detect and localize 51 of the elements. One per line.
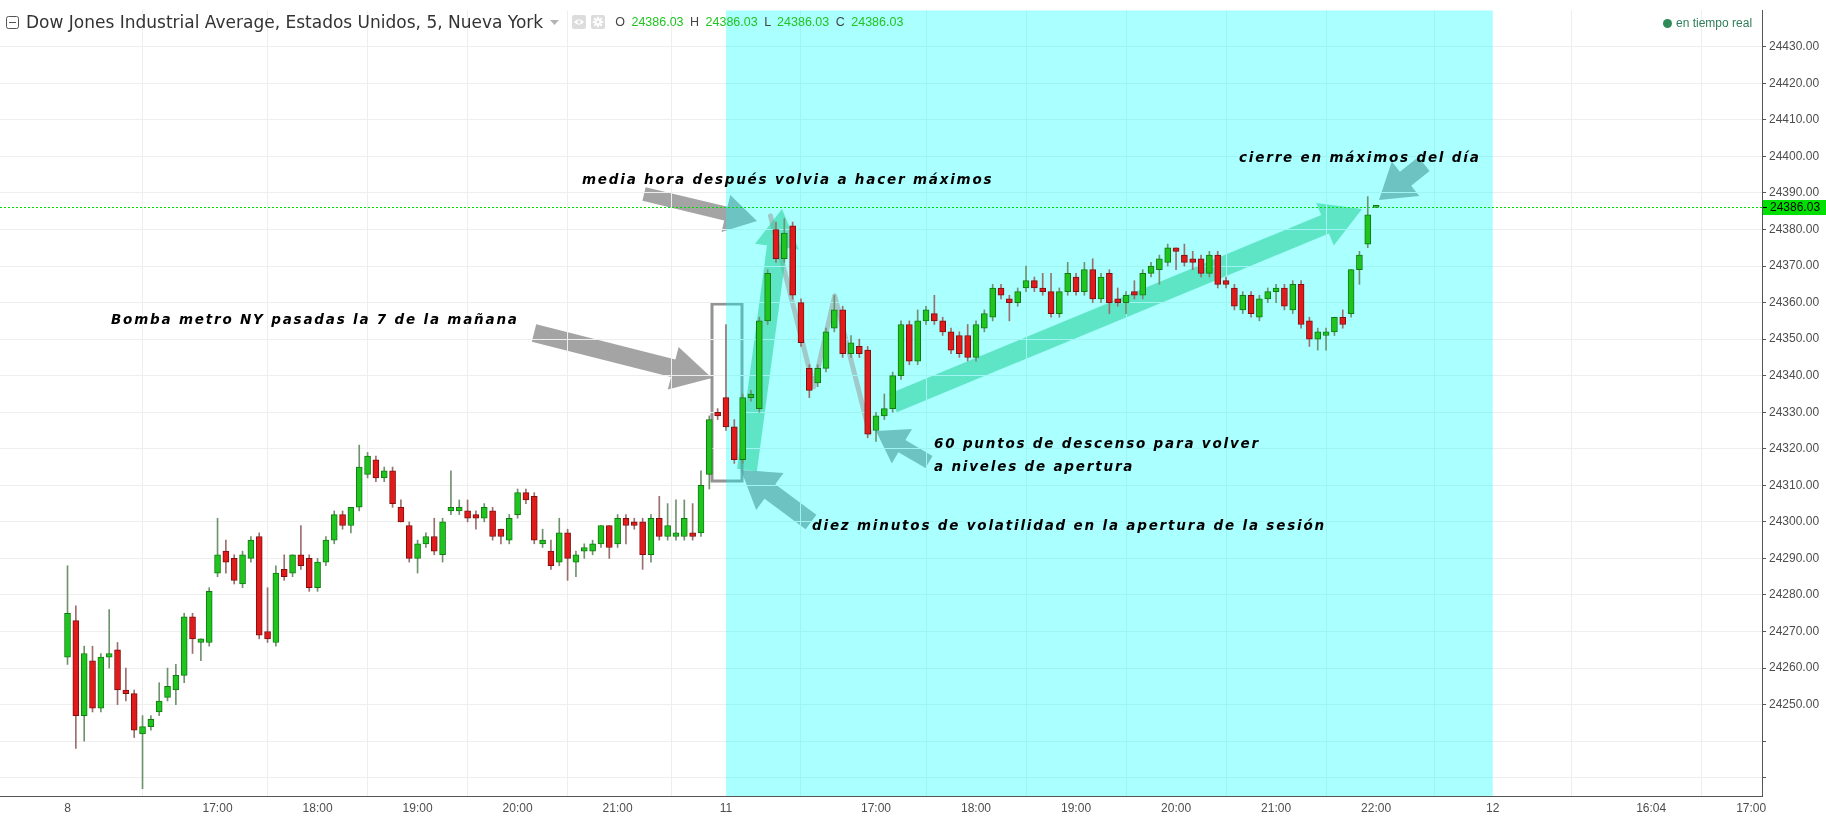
chart-subtitle: O 24386.03 H 24386.03 L 24386.03 C 24386.03	[615, 15, 904, 29]
x-tick-label: 17:00	[860, 800, 892, 815]
x-tick-label: 17:00	[1736, 800, 1767, 815]
y-tick-label: 24410.00	[1769, 112, 1820, 127]
x-tick-label: 20:00	[502, 800, 533, 815]
candlestick	[1114, 287, 1122, 307]
annotation: 60 puntos de descenso para volver a niveles de apertura	[934, 434, 1260, 476]
annotation: Bomba metro NY pasadas la 7 de la mañana	[111, 311, 519, 328]
y-tick-label: 24360.00	[1769, 294, 1820, 309]
candlestick	[105, 609, 113, 669]
annotation: cierre en máximos del día	[1239, 149, 1481, 166]
x-tick-label: 21:00	[602, 800, 633, 815]
y-tick-label: 24350.00	[1769, 331, 1820, 346]
x-tick-label: 16:04	[1636, 800, 1667, 815]
annotation: media hora después volvia a hacer máximos	[582, 171, 994, 188]
y-tick-label: 24330.00	[1769, 404, 1820, 419]
y-tick-label: 24250.00	[1769, 696, 1820, 711]
y-tick-label: 24380.00	[1769, 221, 1820, 236]
y-tick-label: 24370.00	[1769, 258, 1820, 273]
y-tick-label: 24420.00	[1769, 75, 1820, 90]
chart-title: Dow Jones Industrial Average, Estados Unidos, 5, Nueva York	[26, 12, 544, 32]
y-tick-label: 24400.00	[1769, 148, 1820, 163]
y-tick-label: 24280.00	[1769, 587, 1820, 602]
x-tick-label: 19:00	[1061, 800, 1092, 815]
y-tick-label: 24270.00	[1769, 623, 1820, 638]
x-tick-label: 11	[719, 800, 733, 815]
candlestick	[1189, 251, 1197, 271]
candlestick	[1039, 273, 1047, 296]
x-tick-label: 21:00	[1261, 800, 1292, 815]
annotation: en tiempo real	[1676, 16, 1753, 30]
x-tick-label: 20:00	[1161, 800, 1192, 815]
y-tick-label: 24300.00	[1769, 514, 1820, 529]
annotation: diez minutos de volatilidad en la apertura de la sesión	[812, 517, 1326, 534]
candlestick	[472, 510, 480, 530]
x-tick-label: 19:00	[402, 800, 433, 815]
y-tick-label: 24290.00	[1769, 550, 1820, 565]
y-tick-label: 24260.00	[1769, 660, 1820, 675]
x-tick-label: 18:00	[961, 800, 992, 815]
y-tick-label: 24310.00	[1769, 477, 1820, 492]
y-tick-label: 24340.00	[1769, 368, 1820, 382]
candlestick	[580, 543, 588, 559]
x-tick-label: 12	[1486, 800, 1500, 815]
y-tick-label: 24320.00	[1769, 441, 1820, 456]
y-tick-label: 24430.00	[1769, 39, 1820, 54]
x-tick-label: 18:00	[302, 800, 333, 815]
x-tick-label: 17:00	[202, 800, 233, 815]
y-tick-label: 24390.00	[1769, 185, 1820, 200]
x-tick-label: 8	[64, 800, 72, 815]
candlestick	[1172, 247, 1180, 271]
x-tick-label: 22:00	[1361, 800, 1392, 815]
ref-line-label: 24386.03	[1770, 200, 1821, 215]
